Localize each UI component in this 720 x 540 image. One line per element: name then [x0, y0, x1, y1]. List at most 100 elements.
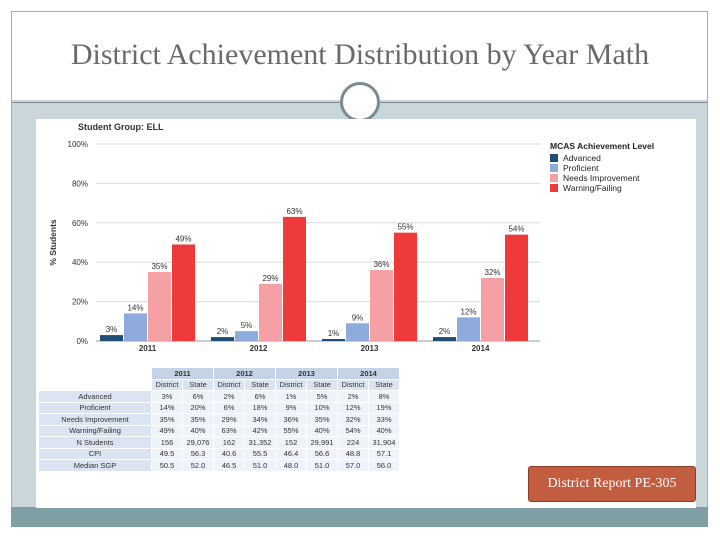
chart-legend: MCAS Achievement Level Advanced Proficien…	[550, 141, 654, 193]
table-cell: 224	[337, 436, 369, 449]
slide-title: District Achievement Distribution by Yea…	[70, 38, 650, 71]
table-cell: 1%	[275, 390, 307, 403]
table-cell: 50.5	[151, 459, 183, 472]
bar	[259, 283, 282, 341]
data-label: 63%	[286, 207, 302, 216]
table-row: Median SGP 50.5 52.0 46.5 51.0 48.0 51.0 57.0 56…	[38, 459, 400, 472]
table-cell: 29,991	[306, 436, 338, 449]
table-row: Advanced 3% 6% 2% 6% 1% 5% 2% 8%	[38, 390, 400, 403]
table-header-row: 2011 2012 2013 2014	[38, 367, 400, 380]
table-cell: 31,352	[244, 436, 276, 449]
table-cell: 5%	[306, 390, 338, 403]
table-year-header: 2014	[337, 367, 400, 380]
table-row-label: Proficient	[38, 401, 152, 414]
data-label: 5%	[241, 321, 253, 330]
bottom-band	[11, 507, 708, 527]
table-cell: 57.1	[368, 447, 400, 460]
table-row: Proficient 14% 20% 6% 18% 9% 10% 12% 19%	[38, 401, 400, 414]
legend-swatch	[550, 184, 558, 192]
table-cell: 36%	[275, 413, 307, 426]
table-cell: 20%	[182, 401, 214, 414]
x-tick-label: 2014	[472, 344, 490, 353]
table-subheader: State	[368, 378, 400, 391]
table-cell: 46.5	[213, 459, 245, 472]
bar	[124, 313, 147, 341]
data-label: 49%	[175, 234, 191, 243]
table-cell: 152	[275, 436, 307, 449]
table-cell: 2%	[337, 390, 369, 403]
data-label: 14%	[127, 303, 143, 312]
table-subheader: State	[306, 378, 338, 391]
data-label: 32%	[484, 268, 500, 277]
bar	[211, 337, 234, 341]
y-tick-label: 0%	[76, 337, 88, 346]
table-cell: 33%	[368, 413, 400, 426]
data-label: 55%	[397, 223, 413, 232]
data-label: 35%	[151, 262, 167, 271]
y-tick-label: 60%	[72, 219, 88, 228]
table-cell: 42%	[244, 424, 276, 437]
table-year-header: 2011	[151, 367, 214, 380]
legend-label: Advanced	[563, 153, 601, 163]
table-cell: 32%	[337, 413, 369, 426]
district-report-button[interactable]: District Report PE-305	[528, 466, 696, 502]
table-cell: 57.0	[337, 459, 369, 472]
table-corner	[38, 367, 152, 380]
table-row-label: Needs Improvement	[38, 413, 152, 426]
data-label: 29%	[262, 274, 278, 283]
table-subheader: District	[213, 378, 245, 391]
legend-label: Warning/Failing	[563, 183, 622, 193]
table-subheader: State	[244, 378, 276, 391]
table-cell: 12%	[337, 401, 369, 414]
table-cell: 40.6	[213, 447, 245, 460]
divider-right	[380, 102, 707, 103]
table-cell: 40%	[306, 424, 338, 437]
table-cell: 18%	[244, 401, 276, 414]
table-cell: 2%	[213, 390, 245, 403]
table-cell: 51.0	[306, 459, 338, 472]
table-row-label: Median SGP	[38, 459, 152, 472]
table-cell: 48.8	[337, 447, 369, 460]
bar	[100, 335, 123, 341]
y-axis-label: % Students	[48, 219, 58, 266]
table-cell: 10%	[306, 401, 338, 414]
legend-title: MCAS Achievement Level	[550, 141, 655, 151]
bar	[148, 272, 171, 341]
y-tick-label: 20%	[72, 298, 88, 307]
table-cell: 6%	[182, 390, 214, 403]
bar	[505, 234, 528, 341]
table-cell: 35%	[306, 413, 338, 426]
table-cell: 31,904	[368, 436, 400, 449]
table-cell: 49.5	[151, 447, 183, 460]
table-cell: 51.0	[244, 459, 276, 472]
table-cell: 162	[213, 436, 245, 449]
table-row-label: Advanced	[38, 390, 152, 403]
bar	[433, 337, 456, 341]
data-label: 2%	[439, 327, 451, 336]
table-row: Needs Improvement 35% 35% 29% 34% 36% 35% 32% 33…	[38, 413, 400, 426]
legend-label: Needs Improvement	[563, 173, 640, 183]
table-cell: 14%	[151, 401, 183, 414]
table-subheader: District	[337, 378, 369, 391]
x-tick-label: 2013	[361, 344, 379, 353]
y-tick-label: 40%	[72, 258, 88, 267]
table-row-label: N Students	[38, 436, 152, 449]
stats-table: 2011 2012 2013 2014 District State District Sta…	[38, 367, 400, 472]
data-label: 9%	[352, 313, 364, 322]
table-cell: 156	[151, 436, 183, 449]
bar	[481, 277, 504, 341]
legend-swatch	[550, 174, 558, 182]
data-label: 1%	[328, 329, 340, 338]
table-year-header: 2012	[213, 367, 276, 380]
table-cell: 56.6	[306, 447, 338, 460]
table-cell: 19%	[368, 401, 400, 414]
table-subheader: State	[182, 378, 214, 391]
table-row: N Students 156 29,076 162 31,352 152 29,991 224…	[38, 436, 400, 449]
table-cell: 9%	[275, 401, 307, 414]
legend-entry: Needs Improvement	[550, 173, 654, 183]
legend-entry: Advanced	[550, 153, 654, 163]
bar	[457, 317, 480, 341]
table-cell: 49%	[151, 424, 183, 437]
table-cell: 48.0	[275, 459, 307, 472]
table-cell: 56.0	[368, 459, 400, 472]
